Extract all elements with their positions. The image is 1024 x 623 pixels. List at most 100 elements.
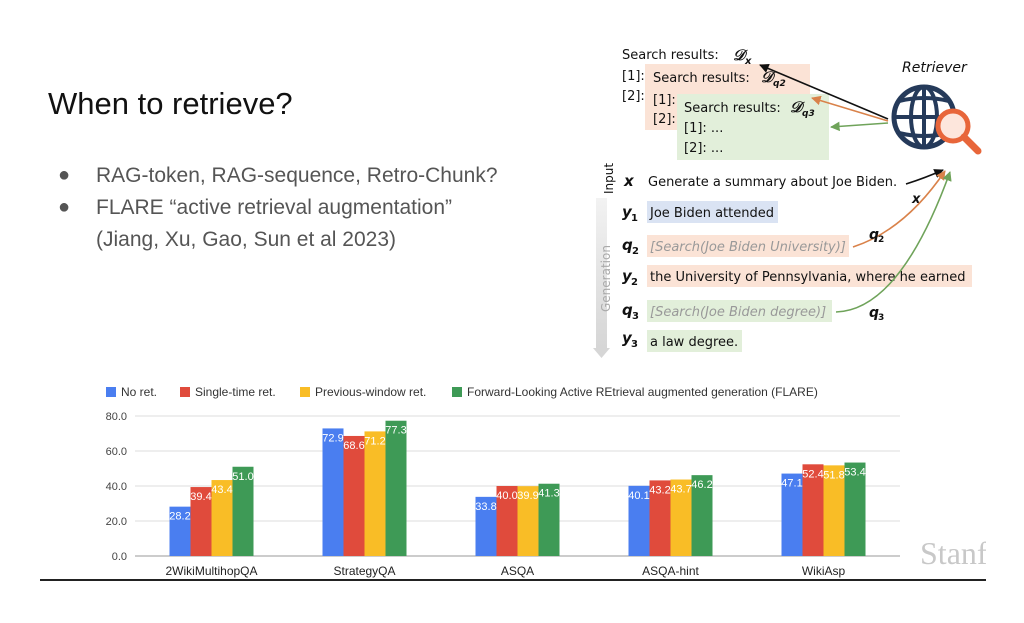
y1-var: y [622, 203, 633, 221]
bullet-dot-icon: ● [58, 196, 71, 218]
bar-value-label: 71.2 [364, 435, 385, 447]
y2-text: the University of Pennsylvania, where he… [650, 270, 966, 285]
bullet-text: RAG-token, RAG-sequence, Retro-Chunk? [96, 164, 498, 187]
bar [169, 506, 191, 556]
search-results-outer-symbol: 𝒟 [733, 46, 748, 64]
bar [628, 485, 650, 556]
outer-index-2: [2]: [622, 89, 645, 104]
q2-results-sub: q2 [773, 79, 786, 89]
y3-sub: 3 [631, 339, 638, 350]
legend-swatch [452, 387, 462, 397]
q3-sub: 3 [632, 311, 639, 322]
legend-label: Previous-window ret. [315, 385, 426, 399]
y-tick-label: 80.0 [106, 411, 127, 423]
y2-sub: 2 [631, 277, 638, 288]
bar-value-label: 46.2 [691, 479, 712, 491]
flare-diagram: Search results: 𝒟 x [1]: [2]: Search res… [593, 46, 982, 358]
q2-results-label: Search results: [653, 71, 750, 86]
bar [232, 466, 254, 556]
x-text: Generate a summary about Joe Biden. [648, 175, 897, 190]
bar [538, 483, 560, 556]
bar [496, 486, 518, 556]
globe-search-icon [891, 84, 982, 155]
legend-label: No ret. [121, 385, 157, 399]
bar [211, 480, 233, 556]
q2-query-text: [Search(Joe Biden University)] [650, 240, 846, 255]
q3-query-box [647, 300, 832, 322]
q3-results-label: Search results: [684, 101, 781, 116]
q2-var: q [622, 236, 633, 254]
bar-value-label: 51.0 [232, 471, 253, 483]
q2-query-box [647, 235, 849, 257]
bar-value-label: 77.3 [385, 425, 406, 437]
bar [781, 473, 803, 556]
arrow-q2-label: q [869, 227, 879, 243]
inner-index-1: [1]: ... [684, 121, 723, 136]
generation-arrow [596, 198, 607, 348]
bar [364, 431, 386, 556]
x-category-label: StrategyQA [333, 564, 395, 578]
legend-label: Single-time ret. [195, 385, 276, 399]
arrow-q3-to-retriever [835, 171, 952, 313]
x-category-label: ASQA-hint [642, 564, 699, 578]
bar-value-label: 72.9 [322, 432, 343, 444]
x-axis-labels: 2WikiMultihopQA StrategyQA ASQA ASQA-hint Wi… [165, 564, 845, 578]
y2-box [647, 265, 972, 287]
bar-value-label: 40.1 [628, 490, 649, 502]
bar [691, 475, 713, 556]
arrow-q3-sub: 3 [878, 313, 884, 323]
bar [802, 464, 824, 556]
bar-value-label: 53.4 [844, 467, 865, 479]
bar-value-label: 39.4 [190, 491, 211, 503]
bar-value-label: 47.1 [781, 478, 802, 490]
slide-title: When to retrieve? [48, 86, 293, 121]
bullet-item: ● RAG-token, RAG-sequence, Retro-Chunk? [56, 160, 498, 192]
y-tick-label: 60.0 [106, 446, 127, 458]
bar-value-label: 41.3 [538, 488, 559, 500]
y1-sub: 1 [631, 213, 638, 224]
mid-index-2: [2]: [653, 112, 676, 127]
x-category-label: WikiAsp [802, 564, 846, 578]
bullet-item: ● FLARE “active retrieval augmentation” [56, 192, 498, 224]
bar-value-label: 43.4 [211, 484, 232, 496]
bar-value-label: 43.2 [649, 484, 670, 496]
arrow-q2-sub: 2 [878, 235, 884, 245]
x-category-label: 2WikiMultihopQA [165, 564, 257, 578]
q3-results-symbol: 𝒟 [790, 98, 805, 116]
y1-box [647, 201, 778, 223]
q3-results-box [677, 94, 829, 160]
bar-value-label: 40.0 [496, 490, 517, 502]
search-results-outer-sub: x [744, 56, 752, 67]
arrow-q3-label: q [869, 305, 879, 321]
bar [844, 462, 866, 556]
q2-sub: 2 [632, 246, 639, 257]
legend-swatch [180, 387, 190, 397]
legend-swatch [106, 387, 116, 397]
bar [670, 479, 692, 556]
bar [823, 465, 845, 556]
bar-value-label: 68.6 [343, 440, 364, 452]
bar [475, 496, 497, 556]
q3-results-sub: q3 [802, 109, 815, 119]
y2-var: y [622, 267, 633, 285]
y-tick-label: 0.0 [112, 551, 127, 563]
inner-index-2: [2]: ... [684, 141, 723, 156]
y-axis-ticks: 0.0 20.0 40.0 60.0 80.0 [106, 411, 127, 563]
bar [190, 487, 212, 556]
y1-text: Joe Biden attended [649, 206, 774, 221]
bar-value-label: 33.8 [475, 501, 496, 513]
arrow-dx [759, 63, 889, 120]
arrow-x-label: x [911, 192, 921, 207]
y3-box [647, 330, 742, 352]
generation-label: Generation [599, 245, 613, 312]
y-tick-label: 40.0 [106, 481, 127, 493]
bar [649, 480, 671, 556]
retriever-label: Retriever [902, 60, 968, 76]
bar-value-label: 52.4 [802, 468, 823, 480]
input-label: Input [602, 163, 616, 194]
bar [385, 420, 407, 556]
bar [517, 486, 539, 556]
bar-value-label: 43.7 [670, 484, 691, 496]
generation-arrow-head [593, 348, 610, 358]
